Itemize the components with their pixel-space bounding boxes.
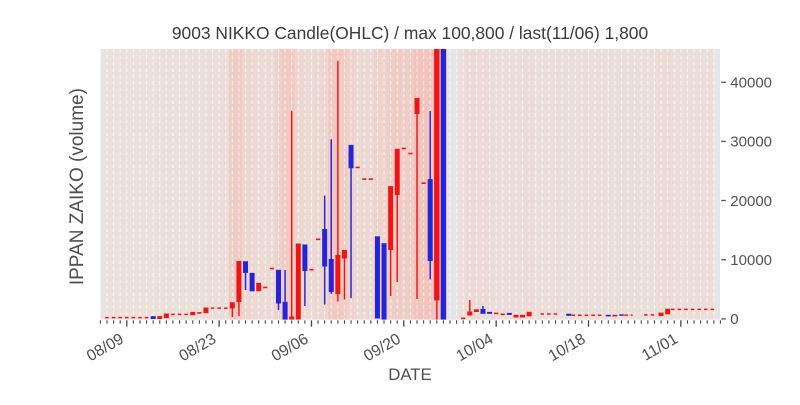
svg-text:40000: 40000 xyxy=(730,75,772,92)
svg-text:DATE: DATE xyxy=(388,365,432,384)
svg-text:30000: 30000 xyxy=(730,134,772,151)
svg-text:10000: 10000 xyxy=(730,252,772,269)
svg-text:20000: 20000 xyxy=(730,193,772,210)
svg-text:9003 NIKKO Candle(OHLC) / max: 9003 NIKKO Candle(OHLC) / max 100,800 / … xyxy=(172,23,648,43)
svg-text:IPPAN ZAIKO (volume): IPPAN ZAIKO (volume) xyxy=(67,88,88,285)
svg-text:0: 0 xyxy=(730,311,738,328)
